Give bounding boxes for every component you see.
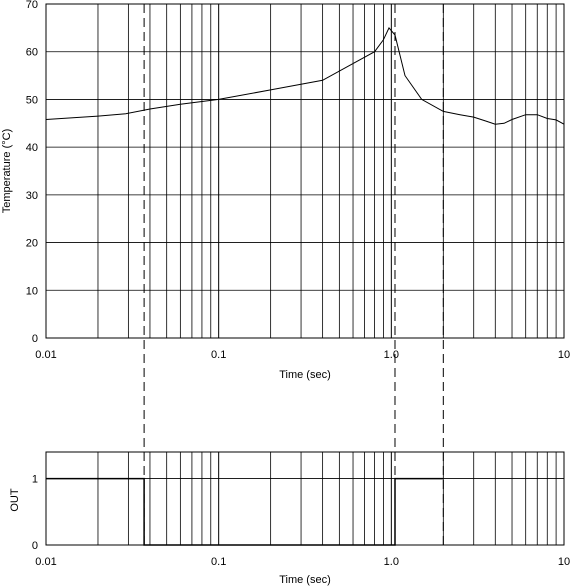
y-tick-label: 60 [26, 47, 38, 59]
y-tick-label: 30 [26, 190, 38, 202]
y-tick-label: 0 [32, 333, 38, 345]
y-tick-label: 1 [32, 474, 38, 486]
temperature-x-ticks: 0.01 0.1 1.0 10 [35, 349, 570, 361]
temperature-series-line [45, 26, 565, 125]
temperature-x-axis-label: Time (sec) [279, 369, 331, 381]
x-tick-label: 1.0 [384, 556, 399, 568]
y-tick-label: 20 [26, 238, 38, 250]
y-tick-label: 10 [26, 285, 38, 297]
x-tick-label: 0.01 [35, 349, 56, 361]
time-marker-lines [143, 4, 444, 545]
x-tick-label: 1.0 [384, 349, 399, 361]
out-chart: 01 0.01 0.1 1.0 10 Time (sec) OUT [9, 451, 570, 586]
out-series-line [46, 477, 444, 546]
y-tick-label: 50 [26, 94, 38, 106]
out-x-axis-label: Time (sec) [279, 574, 331, 586]
temperature-y-axis-label: Temperature (°C) [1, 129, 13, 213]
x-tick-label: 10 [558, 349, 570, 361]
out-plot-frame [45, 451, 565, 546]
x-tick-label: 0.1 [211, 556, 226, 568]
x-tick-label: 10 [558, 556, 570, 568]
y-tick-label: 0 [32, 540, 38, 552]
temperature-plot-frame [45, 3, 565, 339]
y-tick-label: 40 [26, 142, 38, 154]
out-y-ticks: 01 [32, 474, 38, 552]
x-tick-label: 0.1 [211, 349, 226, 361]
temperature-grid [46, 4, 564, 338]
temperature-y-ticks: 0 10 20 30 40 50 60 70 [26, 0, 38, 345]
y-tick-label: 70 [26, 0, 38, 11]
out-grid [46, 452, 564, 545]
x-tick-label: 0.01 [35, 556, 56, 568]
out-x-ticks: 0.01 0.1 1.0 10 [35, 556, 570, 568]
out-y-axis-label: OUT [9, 488, 21, 512]
